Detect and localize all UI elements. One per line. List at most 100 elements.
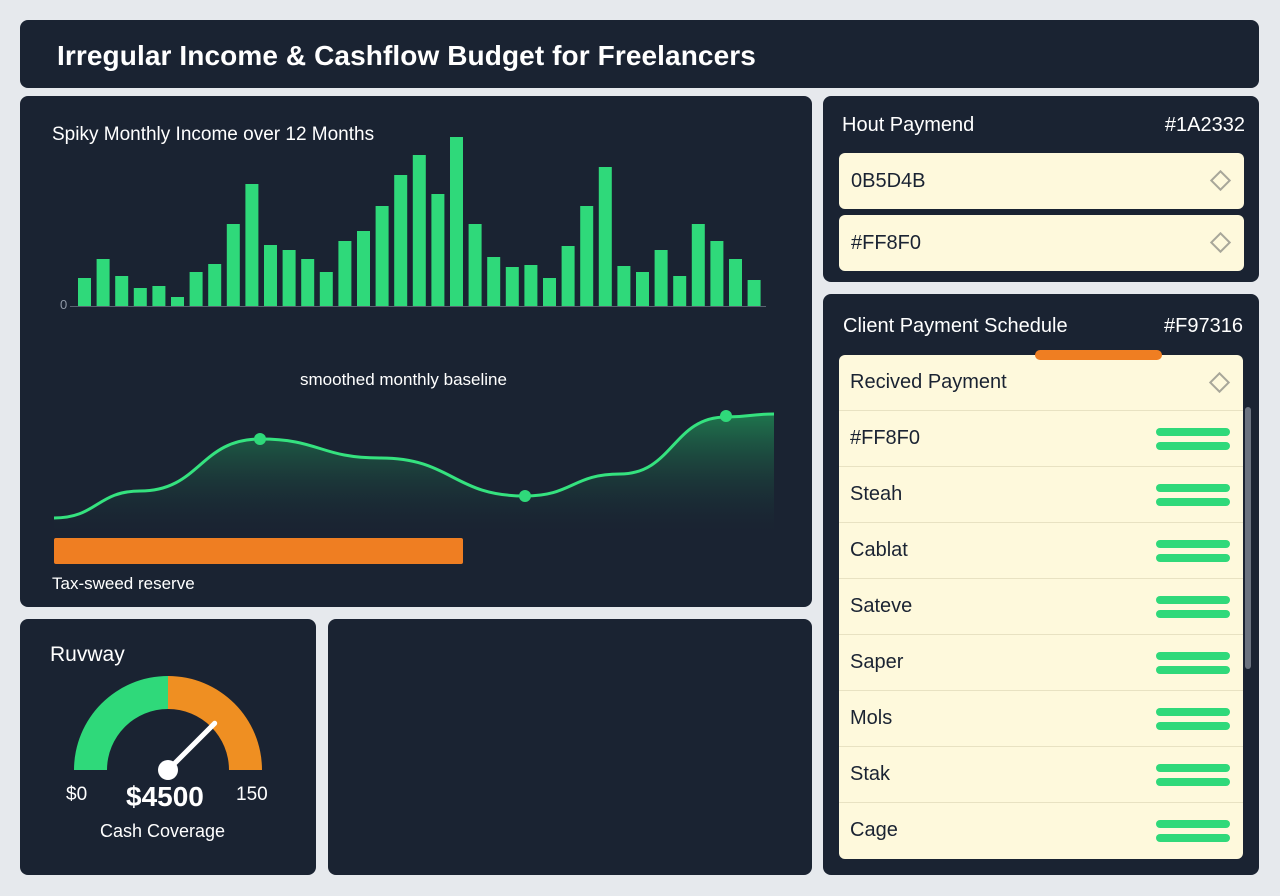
income-chart: [53, 137, 775, 531]
schedule-row[interactable]: Sateve: [839, 579, 1243, 635]
chart-title: Spiky Monthly Income over 12 Months: [52, 124, 375, 145]
income-bar: [487, 257, 501, 306]
schedule-row-label: Cage: [850, 819, 898, 841]
income-bar: [375, 206, 389, 306]
income-bar: [450, 137, 463, 306]
status-pill: [1156, 764, 1230, 772]
schedule-row-label: Stak: [850, 763, 891, 785]
gauge-hub: [158, 760, 178, 780]
runway-title: Ruvway: [50, 643, 125, 666]
status-pill: [1156, 610, 1230, 618]
diamond-icon[interactable]: [1208, 371, 1231, 394]
status-pill: [1156, 722, 1230, 730]
y-zero-tick: 0: [60, 297, 68, 312]
baseline-area: [54, 414, 774, 531]
schedule-header-row[interactable]: Recived Payment: [839, 355, 1243, 411]
income-bar: [543, 278, 556, 306]
baseline-marker: [254, 433, 266, 445]
empty-panel: [328, 619, 812, 875]
schedule-row-label: Mols: [850, 707, 893, 729]
payout-title: Hout Paymend: [842, 114, 975, 136]
income-bar: [561, 246, 575, 306]
income-bar: [673, 276, 687, 306]
schedule-row[interactable]: Steah: [839, 467, 1243, 523]
baseline-line: [53, 412, 775, 520]
status-pill: [1156, 820, 1230, 828]
income-bar: [468, 224, 482, 306]
income-bar: [747, 280, 761, 306]
status-pill: [1156, 596, 1230, 604]
status-pill: [1156, 708, 1230, 716]
schedule-row-label: Sateve: [850, 595, 913, 617]
income-bar: [301, 259, 315, 306]
income-bar: [710, 241, 724, 306]
payout-field-2[interactable]: #FF8F0: [839, 215, 1244, 271]
income-bar: [208, 264, 222, 306]
gauge-max-label: 150: [236, 784, 268, 805]
status-pill: [1156, 484, 1230, 492]
income-bar: [115, 276, 129, 306]
schedule-scrollbar[interactable]: [1245, 407, 1251, 669]
schedule-row-label: #FF8F0: [850, 427, 921, 449]
payment-schedule-panel: Client Payment Schedule #F97316 Recived …: [823, 294, 1259, 875]
income-bar: [654, 250, 668, 306]
income-bar: [412, 155, 426, 306]
diamond-icon[interactable]: [1209, 169, 1232, 192]
tax-reserve-label: Tax-sweed reserve: [52, 574, 195, 593]
income-bar: [152, 286, 166, 306]
schedule-accent-bar: [1035, 350, 1162, 360]
gauge-arc-left: [74, 676, 168, 770]
schedule-row[interactable]: #FF8F0: [839, 411, 1243, 467]
status-pill: [1156, 428, 1230, 436]
income-bar: [319, 272, 333, 306]
income-bar: [245, 184, 259, 306]
page-title: Irregular Income & Cashflow Budget for F…: [57, 40, 756, 71]
runway-panel: Ruvway $0 $4500 150 Cash Coverage: [20, 619, 316, 875]
income-bar: [264, 245, 277, 306]
runway-gauge: [74, 676, 262, 780]
income-bar: [729, 259, 742, 306]
baseline-marker: [720, 410, 732, 422]
schedule-row[interactable]: Stak: [839, 747, 1243, 803]
income-bar: [96, 259, 110, 306]
schedule-row-label: Saper: [850, 651, 904, 673]
income-bar: [171, 297, 184, 306]
payout-field-1-value: 0B5D4B: [851, 170, 926, 192]
status-pill: [1156, 498, 1230, 506]
income-bar: [617, 266, 631, 306]
income-bar: [505, 267, 519, 306]
payout-code: #1A2332: [1164, 114, 1245, 136]
income-bar: [226, 224, 240, 306]
payout-panel: Hout Paymend #1A2332 0B5D4B #FF8F0: [823, 96, 1259, 282]
diamond-icon[interactable]: [1209, 231, 1232, 254]
gauge-caption: Cash Coverage: [100, 821, 226, 841]
income-bar: [282, 250, 296, 306]
status-pill: [1156, 834, 1230, 842]
gauge-min-label: $0: [66, 784, 88, 805]
income-bar: [524, 265, 538, 306]
schedule-list[interactable]: Recived Payment #FF8F0 Steah Cablat Sate…: [839, 355, 1243, 859]
income-bar: [189, 272, 203, 306]
baseline-label: smoothed monthly baseline: [300, 370, 507, 389]
schedule-row[interactable]: Mols: [839, 691, 1243, 747]
income-chart-panel: Spiky Monthly Income over 12 Months 0 sm…: [20, 96, 812, 607]
payout-field-1[interactable]: 0B5D4B: [839, 153, 1244, 209]
schedule-row-label: Cablat: [850, 539, 908, 561]
status-pill: [1156, 554, 1230, 562]
income-bar: [636, 272, 649, 306]
income-bar: [357, 231, 370, 306]
income-bar: [691, 224, 705, 306]
income-bar: [394, 175, 408, 306]
schedule-code: #F97316: [1164, 315, 1243, 337]
tax-reserve-bar: [54, 538, 463, 564]
status-pill: [1156, 442, 1230, 450]
schedule-row[interactable]: Cage: [839, 803, 1243, 859]
schedule-row[interactable]: Saper: [839, 635, 1243, 691]
gauge-value: $4500: [126, 781, 204, 812]
schedule-row-label: Steah: [850, 483, 903, 505]
income-bar: [598, 167, 612, 306]
schedule-title: Client Payment Schedule: [843, 315, 1068, 337]
income-bar: [78, 278, 91, 306]
schedule-row[interactable]: Cablat: [839, 523, 1243, 579]
header-bar: Irregular Income & Cashflow Budget for F…: [20, 20, 1259, 88]
